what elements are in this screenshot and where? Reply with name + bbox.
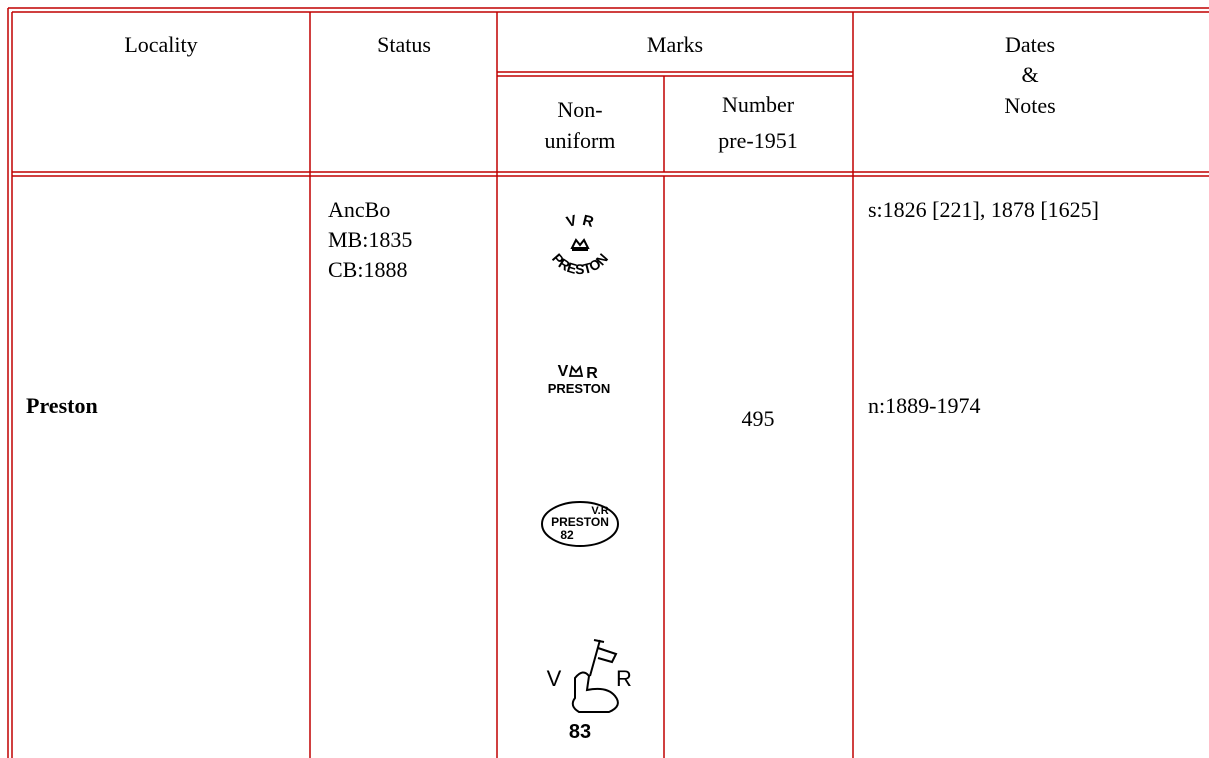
header-cell: Number <box>722 92 795 117</box>
stamp-text: PRESTON <box>551 515 609 529</box>
note: n:1889-1974 <box>868 393 980 418</box>
stamp-text: R <box>616 666 632 691</box>
stamp-text: R <box>586 365 598 382</box>
stamp-text: V.R <box>591 505 608 517</box>
header-cell: Dates <box>1005 32 1055 57</box>
status: MB:1835 <box>328 227 412 252</box>
header-cell: Locality <box>124 32 197 57</box>
number: 495 <box>742 406 775 431</box>
stamp-text: V R <box>565 212 596 231</box>
stamp-text: PRESTON <box>548 381 611 396</box>
stamp-text: V <box>558 363 569 380</box>
mark-stamp: V R PRESTON <box>549 212 611 277</box>
header-cell: Non- <box>557 97 602 122</box>
locality: Preston <box>26 393 98 418</box>
status: CB:1888 <box>328 257 407 282</box>
note: s:1826 [221], 1878 [1625] <box>868 197 1099 222</box>
stamp-text: 83 <box>569 721 591 743</box>
stamp-text: 82 <box>560 528 574 542</box>
header-cell: pre-1951 <box>718 128 797 153</box>
stamp-text: V <box>547 666 562 691</box>
mark-stamp: V R 83 <box>547 639 632 743</box>
header-cell: Marks <box>647 32 703 57</box>
mark-stamp: PRESTON V.R 82 <box>541 501 619 547</box>
header-cell: uniform <box>545 128 616 153</box>
stamp-text: PRESTON <box>549 250 611 277</box>
header-cell: Notes <box>1004 93 1055 118</box>
header-cell: & <box>1021 62 1038 87</box>
mark-stamp: V R PRESTON <box>548 363 611 396</box>
status: AncBo <box>328 197 390 222</box>
header-cell: Status <box>377 32 431 57</box>
table-grid <box>7 7 1209 758</box>
